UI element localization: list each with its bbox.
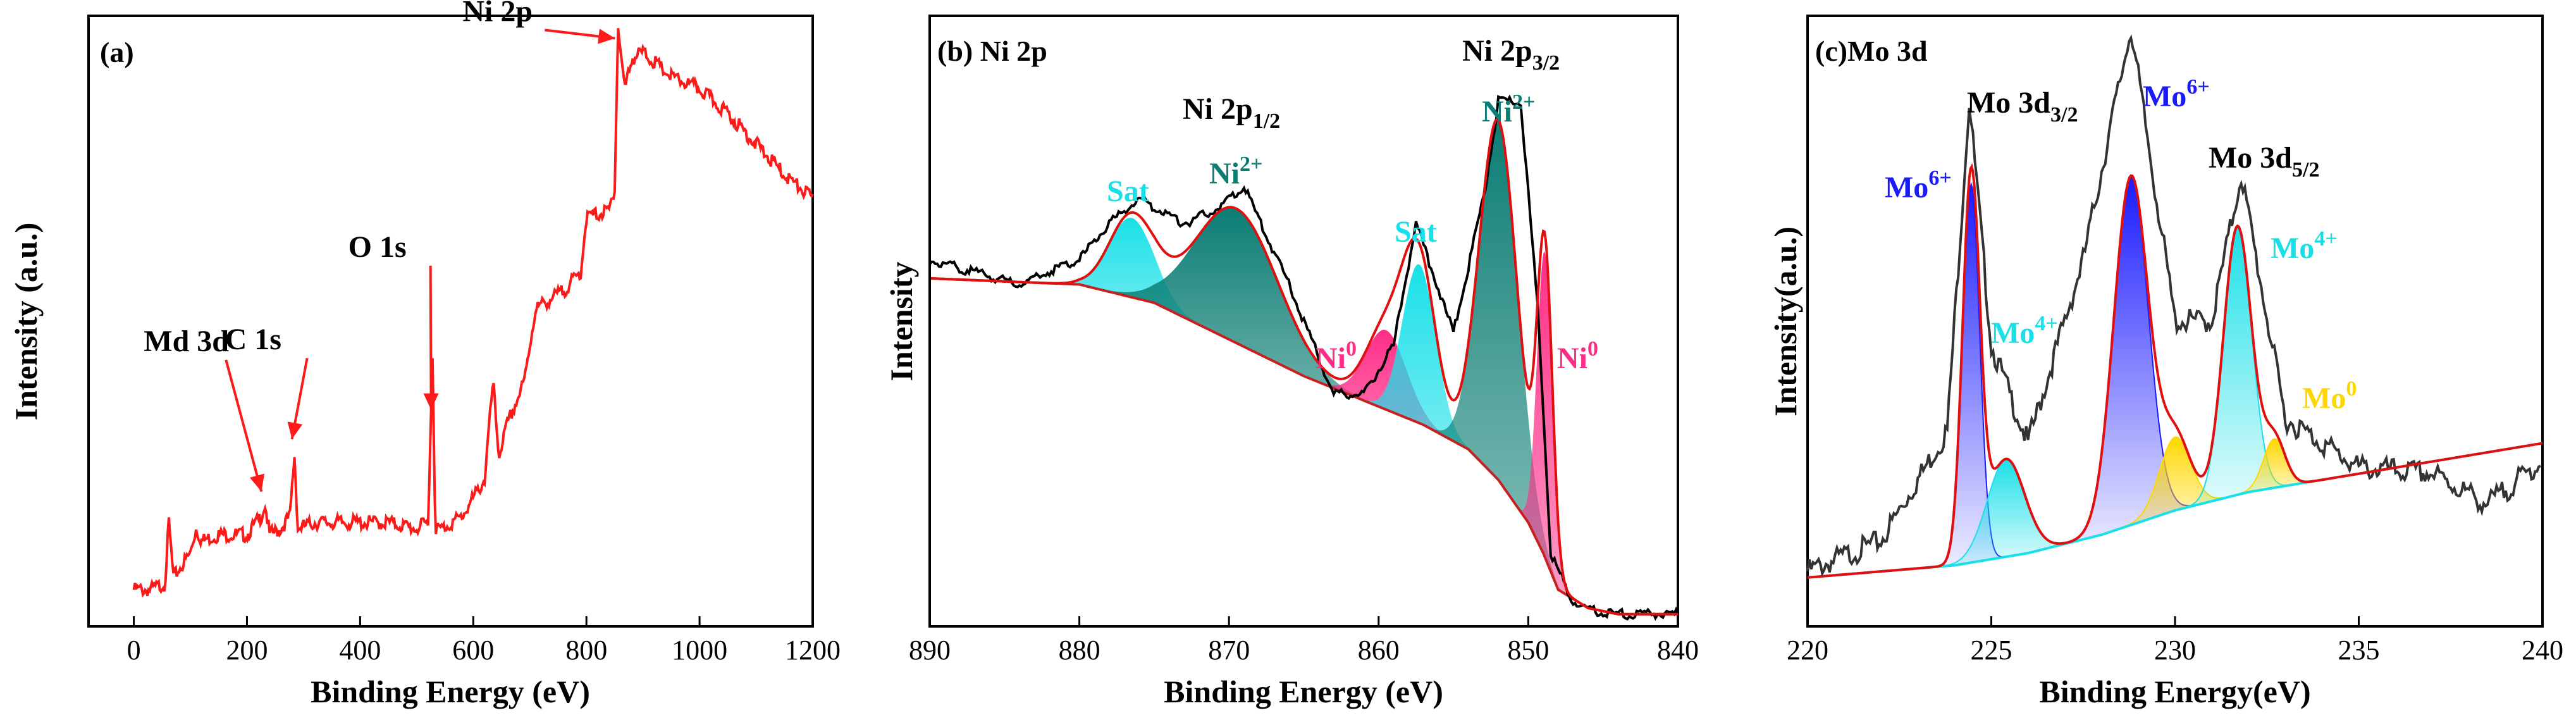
panel-b-background-line: [930, 277, 1678, 616]
panel-c-ylabel: Intensity(a.u.): [1768, 227, 1803, 416]
panel-b-label: (b) Ni 2p: [937, 35, 1047, 67]
panel-c-peak-label-sup: 6+: [1928, 166, 1951, 190]
panel-b-peak-label-text: Ni: [1482, 95, 1512, 128]
panel-b-peak-area: [1262, 330, 1511, 498]
panel-b-tick-label: 850: [1507, 635, 1549, 666]
peak-annotation: C 1s: [225, 323, 281, 356]
panel-c-tick-label: 225: [1971, 635, 2012, 666]
panel-b-fit-envelope: [930, 118, 1678, 616]
panel-b-tick-label: 840: [1657, 635, 1699, 666]
panel-b-peak-label-text: Sat: [1395, 215, 1437, 249]
panel-a-tick-label: 0: [127, 635, 141, 666]
panel-b-peak-label: Ni2+: [1209, 152, 1262, 190]
panel-b-peak-label-sup: 0: [1346, 337, 1357, 361]
panel-b-peak-label: Ni2+: [1482, 90, 1535, 128]
panel-c-peak-label: Mo4+: [2271, 227, 2338, 265]
panel-b-raw-data: [928, 94, 1679, 621]
panel-c-peak-label-text: Mo: [2143, 80, 2186, 113]
panel-c-curves: [1806, 34, 2543, 579]
panel-c-peak-label-text: Mo: [2271, 232, 2314, 265]
panel-c-peak-label-sup: 0: [2346, 377, 2357, 400]
panel-b-peak-label-sup: 2+: [1240, 152, 1262, 176]
panel-b-curves: [928, 94, 1679, 621]
panel-b-tick-label: 880: [1059, 635, 1100, 666]
panel-c-peak-label-text: Mo: [1885, 171, 1928, 204]
panel-b-tick-label: 860: [1358, 635, 1400, 666]
panel-a-annotations: Md 3dC 1s O 1s Ni 2p: [144, 0, 615, 492]
panel-b-frame: [928, 15, 1679, 628]
panel-c-ticks: 220 225 230 235 240: [1787, 616, 2563, 666]
panel-a-tick-label: 200: [226, 635, 268, 666]
peak-annotation: Ni 2p: [462, 0, 533, 28]
panel-c-tick-label: 220: [1787, 635, 1828, 666]
panel-c-mo3d: 220 225 230 235 240 (c)Mo 3d Binding Energy(…: [1768, 15, 2563, 709]
panel-c-peak-label: Mo4+: [1991, 312, 2058, 350]
panel-b-orbital-label: Ni 2p3/2: [1462, 34, 1560, 75]
panel-a-frame: [87, 15, 814, 628]
panel-b-peak-label-text: Ni: [1557, 342, 1587, 375]
panel-a-tick-label: 800: [565, 635, 607, 666]
panel-c-label: (c)Mo 3d: [1815, 35, 1928, 67]
panel-b-peak-label-text: Ni: [1316, 342, 1346, 375]
panel-a-curves: [132, 28, 814, 598]
annotation-arrow: [225, 359, 263, 492]
panel-c-orbital-label: Mo 3d3/2: [1967, 86, 2078, 127]
panel-b-peak-label: Ni0: [1316, 337, 1357, 375]
annotation-arrowhead: [287, 421, 303, 440]
panel-c-peak-label-text: Mo: [2302, 382, 2346, 415]
panel-c-peak-label-sup: 4+: [2035, 312, 2057, 335]
panel-c-peak-label: Mo0: [2302, 377, 2357, 415]
panel-a-survey: 0 200 400 600 800 1000 1200 (a) Binding Energy…: [8, 0, 841, 709]
panel-c-fit-envelope: [1807, 163, 2543, 579]
panel-b-peak-label: Ni0: [1557, 337, 1598, 375]
panel-b-peak-area: [995, 218, 1268, 359]
panel-a-tick-label: 400: [339, 635, 381, 666]
panel-a-tick-label: 600: [452, 635, 494, 666]
panel-b-peak-label: Sat: [1395, 215, 1437, 249]
peak-annotation: O 1s: [348, 230, 407, 264]
panel-b-tick-label: 890: [909, 635, 951, 666]
panel-b-peak-label-sup: 0: [1587, 337, 1598, 361]
panel-c-peak-label: Mo6+: [1885, 166, 1952, 204]
panel-c-peak-area: [1891, 458, 2121, 571]
annotation-arrowhead: [598, 28, 615, 44]
annotation-arrowhead: [423, 393, 439, 410]
panel-c-tick-label: 240: [2522, 635, 2563, 666]
panel-a-label: (a): [100, 36, 134, 68]
panel-a-xlabel: Binding Energy (eV): [311, 674, 590, 709]
panel-b-orbital-label: Ni 2p1/2: [1183, 92, 1280, 133]
panel-c-peak-label-text: Mo: [1991, 316, 2035, 350]
survey-line: [132, 28, 814, 598]
panel-b-xlabel: Binding Energy (eV): [1164, 674, 1443, 709]
panel-c-tick-label: 230: [2154, 635, 2196, 666]
panel-c-xlabel: Binding Energy(eV): [2039, 674, 2310, 709]
panel-c-peak-label: Mo6+: [2143, 75, 2210, 113]
annotation-arrowhead: [249, 473, 265, 492]
panel-c-peak-label-sup: 6+: [2186, 75, 2209, 99]
panel-c-orbital-label: Mo 3d5/2: [2209, 141, 2319, 182]
panel-b-ylabel: Intensity: [884, 262, 919, 382]
panel-b-peak-area: [1381, 119, 1615, 614]
panel-b-ticks: 890 880 870 860 850 840: [909, 616, 1699, 666]
panel-b-peak-label-sup: 2+: [1512, 90, 1535, 114]
peak-annotation: Md 3d: [144, 325, 229, 358]
panel-c-peak-label-sup: 4+: [2314, 227, 2337, 251]
panel-b-ni2p: 890 880 870 860 850 840 (b) Ni 2p Binding Ene…: [884, 15, 1699, 709]
panel-b-peak-label-text: Sat: [1107, 175, 1149, 208]
panel-b-tick-label: 870: [1208, 635, 1250, 666]
panel-a-ylabel: Intensity (a.u.): [8, 223, 44, 421]
panel-b-peak-area: [984, 207, 1489, 471]
panel-a-tick-label: 1000: [672, 635, 727, 666]
panel-c-tick-label: 235: [2338, 635, 2380, 666]
panel-b-peak-label-text: Ni: [1209, 157, 1240, 190]
panel-a-ticks: 0 200 400 600 800 1000 1200: [127, 616, 841, 666]
panel-b-peak-label: Sat: [1107, 175, 1149, 208]
panel-a-tick-label: 1200: [785, 635, 841, 666]
